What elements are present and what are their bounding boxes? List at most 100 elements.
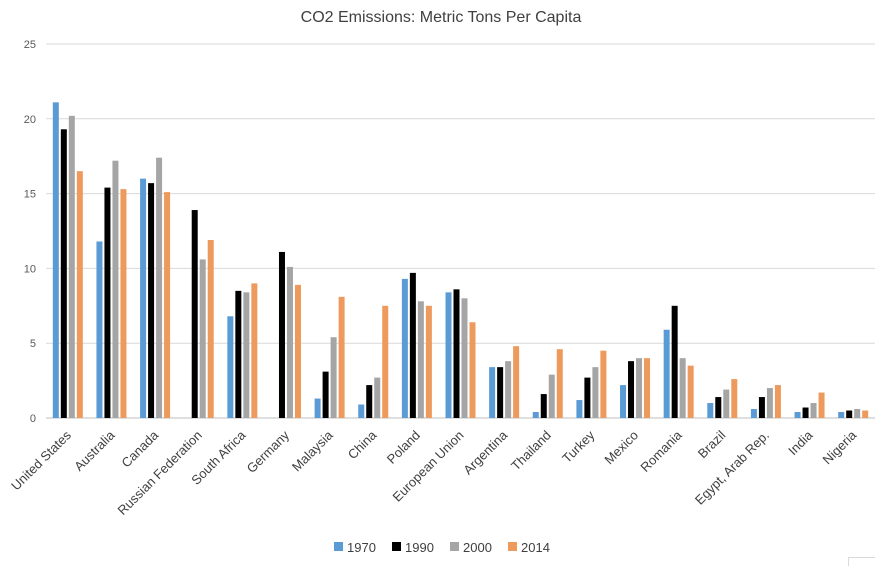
bar-2014-12 (600, 350, 607, 418)
bar-1990-1 (104, 187, 111, 418)
bar-1970-0 (52, 102, 59, 419)
bar-2000-11 (548, 374, 555, 418)
x-tick-label: Brazil (695, 427, 729, 461)
bar-1970-4 (227, 316, 234, 418)
bar-2000-15 (723, 389, 730, 418)
legend-swatch-1970 (334, 542, 343, 551)
y-tick-label: 5 (30, 338, 36, 350)
bar-2014-2 (164, 192, 171, 418)
bar-2000-13 (636, 358, 643, 418)
y-tick-label: 25 (24, 39, 36, 51)
legend-swatch-2014 (508, 542, 517, 551)
bar-2000-1 (112, 160, 119, 419)
bar-1990-16 (758, 397, 765, 418)
bar-1970-14 (663, 329, 670, 418)
bar-2014-15 (731, 379, 738, 418)
bar-2014-16 (774, 385, 781, 418)
bar-1970-18 (838, 412, 845, 418)
bar-1970-8 (401, 278, 408, 418)
bar-1970-10 (489, 367, 496, 418)
x-tick-label: Australia (71, 427, 118, 474)
legend-label-2000: 2000 (463, 540, 492, 555)
x-tick-label: Mexico (601, 428, 641, 468)
bar-1990-15 (715, 397, 722, 418)
x-tick-label: Nigeria (820, 427, 860, 467)
x-tick-label: Canada (118, 427, 161, 470)
bar-2000-12 (592, 367, 599, 418)
bar-2000-5 (286, 266, 293, 418)
x-tick-label: Poland (384, 428, 423, 467)
bar-2000-18 (854, 409, 861, 418)
y-tick-label: 0 (30, 413, 36, 425)
bar-2014-3 (207, 239, 214, 418)
legend-swatch-2000 (450, 542, 459, 551)
bar-1990-13 (628, 361, 635, 418)
bar-2014-17 (818, 392, 825, 418)
legend: 1970 1990 2000 2014 (334, 540, 550, 555)
bar-2014-18 (862, 410, 869, 418)
x-tick-label: India (785, 427, 816, 458)
bar-1990-0 (60, 129, 67, 418)
resize-handle[interactable] (848, 557, 875, 566)
bar-2014-10 (513, 346, 520, 418)
bar-2000-14 (679, 358, 686, 418)
bar-1970-16 (750, 409, 757, 418)
x-tick-label: Germany (244, 427, 293, 476)
x-tick-label: Romania (637, 427, 685, 475)
x-tick-label: Malaysia (289, 427, 336, 474)
bar-2014-0 (76, 171, 83, 418)
bar-1990-4 (235, 290, 242, 418)
bar-1970-12 (576, 400, 583, 418)
bar-2000-2 (156, 157, 163, 419)
bar-1970-13 (620, 385, 627, 418)
bar-2014-1 (120, 189, 127, 418)
bar-2000-16 (766, 388, 773, 418)
y-tick-label: 20 (24, 114, 36, 126)
x-tick-label: Russian Federation (115, 428, 205, 518)
x-tick-label: Egypt, Arab Rep. (692, 428, 772, 508)
bar-1990-7 (366, 385, 373, 418)
bar-1970-15 (707, 403, 714, 418)
bar-2014-13 (644, 358, 651, 418)
bar-2014-8 (425, 305, 432, 418)
bar-1970-17 (794, 412, 801, 418)
bar-1970-2 (140, 178, 147, 418)
legend-label-2014: 2014 (521, 540, 550, 555)
bar-2000-7 (374, 377, 381, 418)
bar-1990-3 (191, 210, 198, 418)
bar-1970-7 (358, 404, 365, 418)
x-tick-label: Turkey (559, 427, 598, 466)
bar-2000-0 (68, 115, 75, 419)
legend-label-1990: 1990 (405, 540, 434, 555)
chart-title: CO2 Emissions: Metric Tons Per Capita (301, 9, 582, 26)
bar-2014-4 (251, 283, 258, 418)
bar-2000-17 (810, 403, 817, 418)
bar-2014-11 (556, 349, 563, 418)
bar-1970-6 (314, 398, 321, 418)
legend-swatch-1990 (392, 542, 401, 551)
bar-1990-11 (540, 394, 547, 418)
bar-2014-14 (687, 365, 694, 418)
bar-2014-5 (294, 284, 301, 418)
bar-2000-4 (243, 292, 250, 418)
bar-2000-9 (461, 298, 468, 418)
bar-2000-3 (199, 259, 206, 418)
bar-2000-8 (417, 301, 424, 418)
bar-2014-9 (469, 322, 476, 418)
x-tick-label: China (345, 427, 380, 462)
bar-2014-7 (382, 305, 389, 418)
bar-2000-10 (505, 361, 512, 418)
bars (52, 102, 869, 419)
y-tick-label: 15 (24, 189, 36, 201)
bar-1990-14 (671, 305, 678, 418)
bar-1990-8 (409, 272, 416, 418)
x-tick-label: Thailand (508, 428, 554, 474)
bar-1990-6 (322, 371, 329, 418)
bar-2014-6 (338, 296, 345, 418)
bar-1970-1 (96, 241, 103, 418)
bar-1990-10 (497, 367, 504, 418)
bar-1990-17 (802, 407, 809, 418)
